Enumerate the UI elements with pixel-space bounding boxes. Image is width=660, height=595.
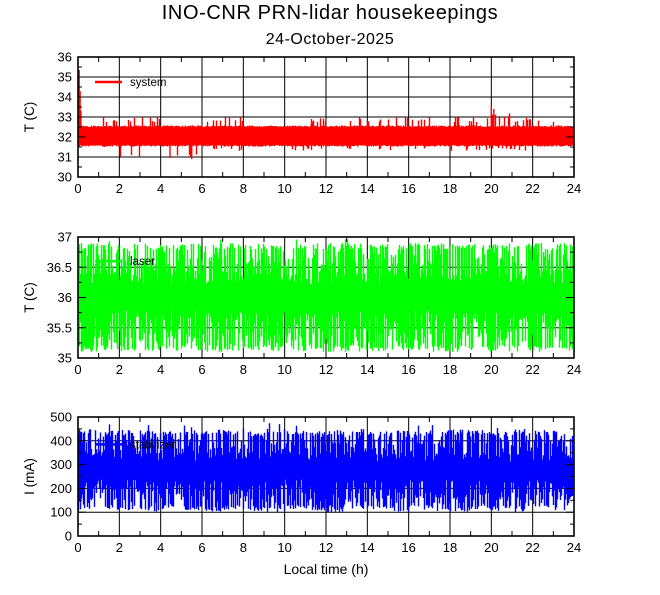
legend: laser — [95, 256, 155, 268]
svg-text:36.5: 36.5 — [47, 260, 72, 275]
svg-text:22: 22 — [525, 540, 539, 555]
axes-frame — [77, 236, 575, 359]
svg-text:31: 31 — [58, 150, 72, 165]
legend-label: stabilizer — [130, 439, 176, 451]
svg-text:18: 18 — [443, 540, 457, 555]
svg-text:200: 200 — [50, 481, 72, 496]
svg-text:400: 400 — [50, 433, 72, 448]
legend-label: laser — [130, 256, 155, 268]
svg-text:0: 0 — [65, 529, 72, 544]
legend: system — [95, 77, 166, 89]
figure-date: 24-October-2025 — [265, 31, 395, 48]
svg-text:37: 37 — [58, 230, 72, 245]
svg-text:10: 10 — [277, 181, 291, 196]
grid — [78, 57, 574, 177]
svg-text:20: 20 — [484, 362, 498, 377]
svg-text:12: 12 — [319, 540, 333, 555]
x-axis-title: Local time (h) — [284, 561, 369, 577]
svg-text:18: 18 — [443, 181, 457, 196]
svg-text:35: 35 — [58, 70, 72, 85]
svg-text:300: 300 — [50, 457, 72, 472]
y-axis-label: T (C) — [22, 282, 37, 313]
svg-text:4: 4 — [157, 181, 164, 196]
svg-text:14: 14 — [360, 362, 374, 377]
axes-frame — [77, 416, 575, 537]
svg-text:8: 8 — [240, 181, 247, 196]
svg-text:35.5: 35.5 — [47, 320, 72, 335]
svg-text:0: 0 — [74, 362, 81, 377]
svg-text:20: 20 — [484, 540, 498, 555]
svg-text:32: 32 — [58, 130, 72, 145]
svg-text:10: 10 — [277, 540, 291, 555]
svg-text:4: 4 — [157, 540, 164, 555]
svg-text:8: 8 — [240, 362, 247, 377]
svg-text:30: 30 — [58, 170, 72, 185]
svg-text:34: 34 — [58, 90, 72, 105]
svg-text:24: 24 — [567, 181, 581, 196]
svg-text:6: 6 — [198, 540, 205, 555]
svg-text:20: 20 — [484, 181, 498, 196]
svg-text:8: 8 — [240, 540, 247, 555]
svg-text:0: 0 — [74, 540, 81, 555]
figure-title: INO-CNR PRN-lidar housekeepings — [161, 2, 499, 24]
svg-text:6: 6 — [198, 362, 205, 377]
svg-text:4: 4 — [157, 362, 164, 377]
svg-text:2: 2 — [116, 540, 123, 555]
svg-text:2: 2 — [116, 181, 123, 196]
legend: stabilizer — [95, 439, 176, 451]
svg-text:16: 16 — [401, 362, 415, 377]
svg-text:35: 35 — [58, 351, 72, 366]
svg-text:100: 100 — [50, 505, 72, 520]
svg-text:12: 12 — [319, 362, 333, 377]
axes-frame — [77, 56, 575, 178]
svg-text:10: 10 — [277, 362, 291, 377]
svg-text:24: 24 — [567, 540, 581, 555]
svg-text:0: 0 — [74, 181, 81, 196]
svg-text:12: 12 — [319, 181, 333, 196]
svg-text:22: 22 — [525, 181, 539, 196]
y-axis-label: I (mA) — [22, 458, 37, 495]
y-axis-label: T (C) — [22, 102, 37, 133]
svg-text:14: 14 — [360, 540, 374, 555]
svg-text:16: 16 — [401, 181, 415, 196]
svg-text:24: 24 — [567, 362, 581, 377]
svg-text:18: 18 — [443, 362, 457, 377]
legend-label: system — [130, 77, 166, 89]
svg-text:22: 22 — [525, 362, 539, 377]
svg-text:500: 500 — [50, 410, 72, 425]
svg-text:33: 33 — [58, 110, 72, 125]
svg-text:2: 2 — [116, 362, 123, 377]
svg-text:36: 36 — [58, 50, 72, 65]
svg-text:14: 14 — [360, 181, 374, 196]
svg-text:36: 36 — [58, 290, 72, 305]
svg-text:6: 6 — [198, 181, 205, 196]
svg-text:16: 16 — [401, 540, 415, 555]
